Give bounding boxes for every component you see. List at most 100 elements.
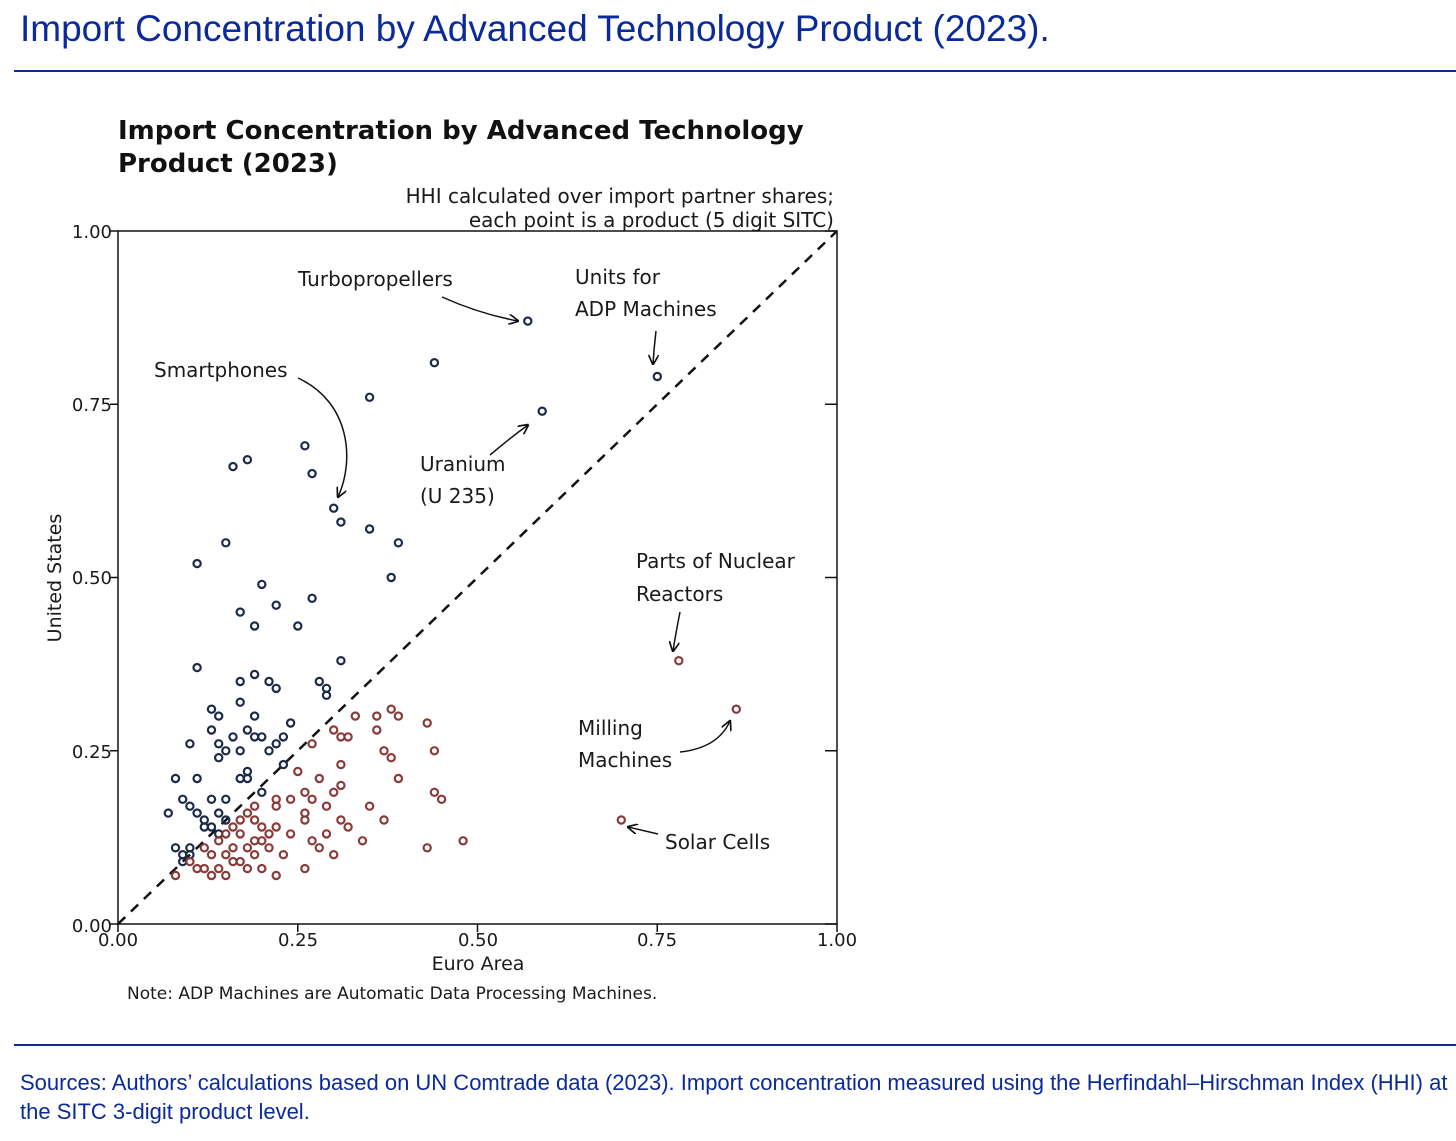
data-point <box>329 725 339 735</box>
data-point <box>300 787 310 798</box>
chart-subtitle-line-2: each point is a product (5 digit SITC) <box>469 208 834 232</box>
x-tick-label: 0.75 <box>637 930 677 951</box>
x-tick-label: 0.00 <box>98 930 138 951</box>
x-tick-label: 1.00 <box>817 930 857 951</box>
data-point <box>235 829 245 839</box>
data-point <box>228 732 238 742</box>
data-point <box>386 704 396 714</box>
data-point <box>393 711 404 721</box>
data-point <box>221 850 231 860</box>
data-point <box>321 801 332 811</box>
data-point <box>379 815 389 825</box>
data-point <box>228 822 238 832</box>
data-point <box>278 759 289 770</box>
annotation-adp-line-2: ADP Machines <box>575 297 717 321</box>
data-point <box>271 739 281 749</box>
data-point <box>271 822 281 832</box>
data-point <box>249 621 260 631</box>
data-point <box>278 850 289 860</box>
data-point <box>393 538 404 548</box>
data-point <box>285 718 296 728</box>
data-point <box>177 794 188 805</box>
data-point <box>235 746 245 756</box>
y-tick-label: 1.00 <box>72 222 112 243</box>
chart: Import Concentration by Advanced Technol… <box>44 116 857 1004</box>
data-point <box>429 358 440 368</box>
data-point <box>242 455 253 465</box>
data-point <box>213 711 224 721</box>
sources-divider <box>14 1044 1456 1046</box>
annotation-milling-line-2: Machines <box>578 748 672 772</box>
data-point <box>235 697 245 707</box>
data-point <box>213 836 224 846</box>
data-point <box>249 815 260 825</box>
data-point <box>221 815 231 825</box>
data-point <box>436 794 447 805</box>
annotation-adp-line-1: Units for <box>575 265 661 289</box>
data-point <box>271 870 281 881</box>
data-point <box>242 843 253 853</box>
x-axis-label: Euro Area <box>432 953 525 975</box>
title-divider <box>14 70 1456 72</box>
data-point <box>192 773 202 784</box>
data-point <box>336 780 346 791</box>
data-point <box>285 794 296 805</box>
data-point <box>329 850 339 860</box>
data-point <box>221 794 231 805</box>
y-tick-label: 0.75 <box>72 395 112 416</box>
data-point <box>257 822 267 832</box>
data-point <box>221 870 231 881</box>
data-point <box>350 711 360 721</box>
data-point <box>170 843 181 853</box>
data-point <box>336 759 346 770</box>
data-point <box>336 815 346 825</box>
data-point <box>329 503 339 513</box>
data-point <box>731 704 742 714</box>
data-point <box>206 794 217 805</box>
data-point <box>336 656 346 666</box>
data-point <box>249 669 260 680</box>
data-point <box>372 711 382 721</box>
data-point <box>357 836 368 846</box>
data-point <box>221 538 231 548</box>
data-point <box>271 683 281 694</box>
data-point <box>422 718 432 728</box>
annotation-smartphones: Smartphones <box>154 358 288 382</box>
data-point <box>364 524 375 534</box>
data-point <box>242 773 253 784</box>
annotation-milling-line-1: Milling <box>578 716 643 740</box>
chart-title-line-1: Import Concentration by Advanced Technol… <box>118 116 804 146</box>
data-point <box>293 621 303 631</box>
data-point <box>321 829 332 839</box>
data-point <box>616 815 627 825</box>
data-point <box>257 836 267 846</box>
data-point <box>674 656 684 666</box>
data-point <box>264 676 274 687</box>
y-tick-label: 0.25 <box>72 742 112 763</box>
annotation-uranium-line-1: Uranium <box>420 452 506 476</box>
data-point <box>314 676 324 687</box>
x-tick-label: 0.50 <box>458 930 498 951</box>
data-point <box>213 863 224 874</box>
data-point <box>242 725 253 735</box>
annotation-arrow <box>679 721 730 753</box>
data-point <box>235 815 245 825</box>
data-point <box>372 725 382 735</box>
data-point <box>307 836 317 846</box>
y-axis-label: United States <box>44 514 66 643</box>
data-point <box>652 371 663 382</box>
data-point <box>192 558 202 569</box>
annotation-arrow <box>628 827 659 835</box>
data-point <box>307 739 317 749</box>
data-point <box>300 863 310 874</box>
data-point <box>235 856 245 867</box>
data-point <box>242 863 253 874</box>
annotation-arrow <box>653 330 656 364</box>
sources-note: Sources: Authors’ calculations based on … <box>20 1070 1448 1124</box>
data-point <box>228 843 238 853</box>
annotation-nuclear-line-1: Parts of Nuclear <box>636 549 796 573</box>
data-point <box>192 662 202 673</box>
axis-ticks <box>110 230 838 932</box>
data-point <box>393 773 404 784</box>
data-point <box>249 711 260 721</box>
